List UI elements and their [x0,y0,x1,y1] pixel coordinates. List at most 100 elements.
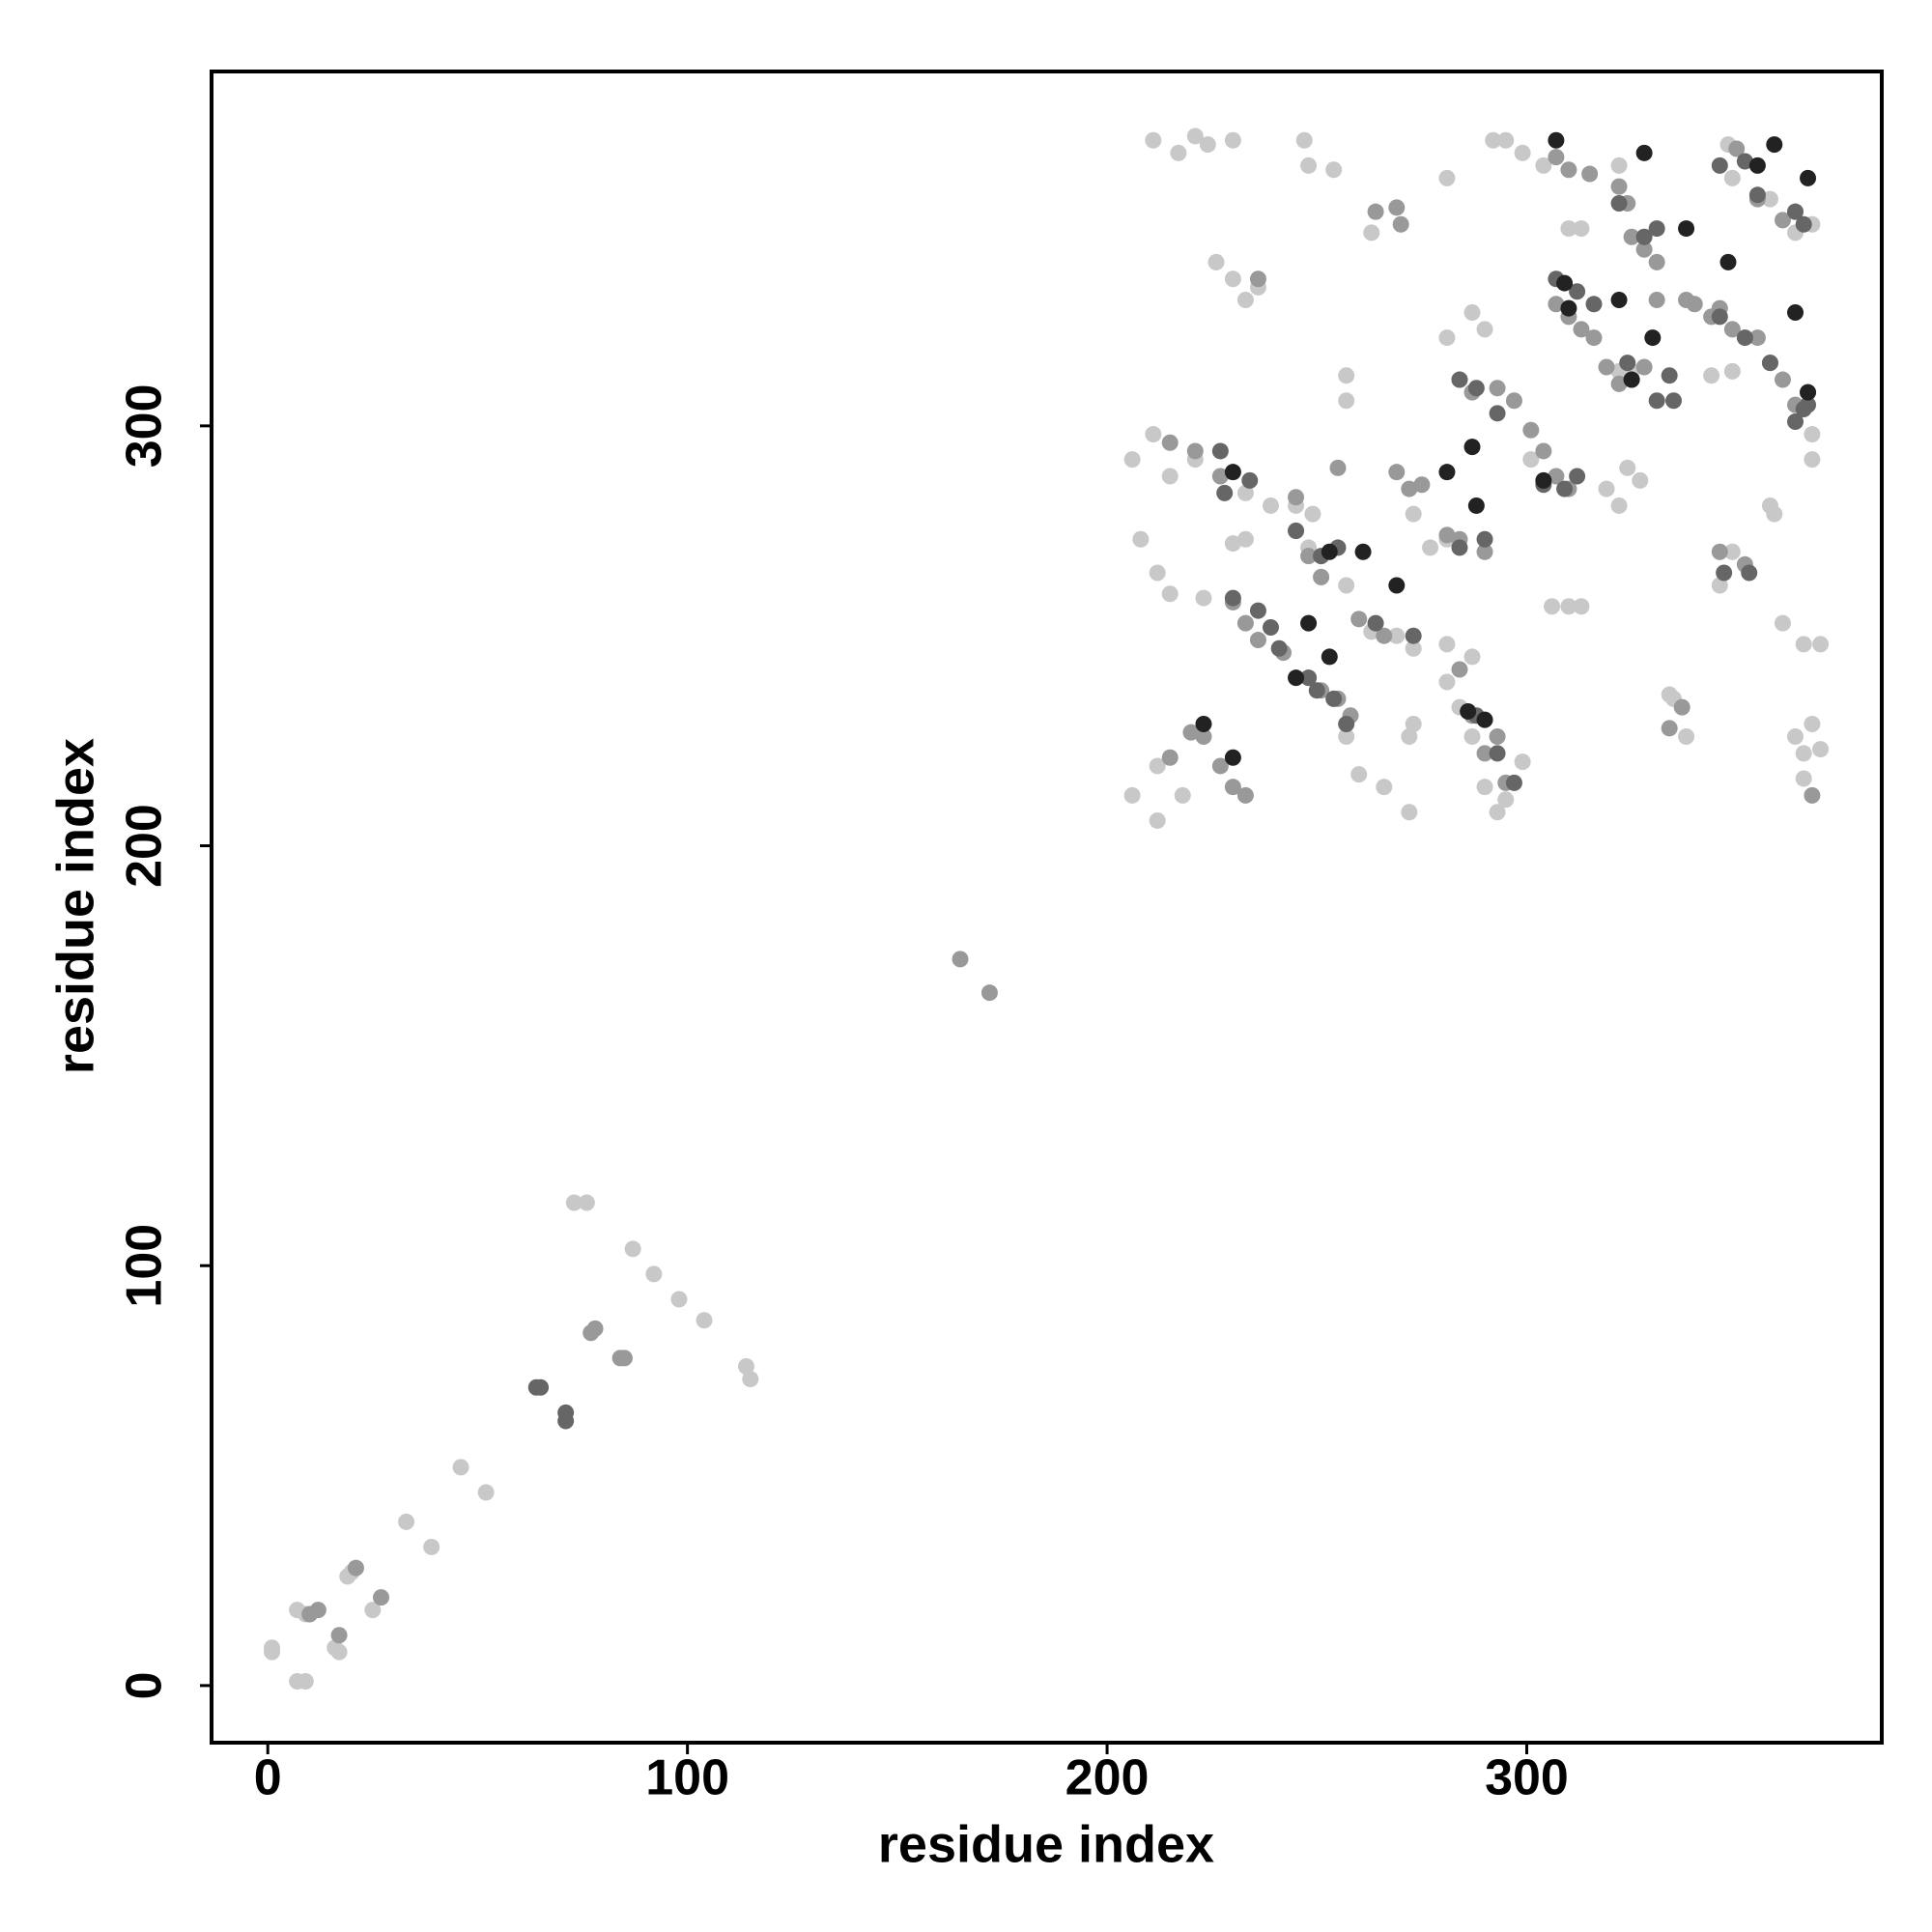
point [1619,459,1636,476]
point [1610,194,1628,212]
point [1711,543,1728,560]
point [1581,165,1599,183]
point [1325,690,1343,707]
point [1199,136,1216,154]
point [1711,308,1728,326]
point [1556,480,1574,497]
point [1800,169,1817,186]
point [1438,526,1456,544]
point [1661,367,1678,384]
point [1195,728,1212,746]
point [1548,296,1565,313]
point [1313,568,1330,585]
point [1544,598,1561,615]
point [1338,367,1355,384]
point [1216,484,1234,501]
point [1467,497,1485,514]
point [1648,220,1665,238]
point [1350,766,1368,783]
point [1123,786,1141,804]
point [670,1291,688,1308]
point [952,951,969,968]
point [1405,627,1422,644]
point [1514,753,1531,771]
point [1145,131,1162,149]
point [1149,811,1166,829]
point [624,1240,641,1258]
point [1673,698,1690,716]
point [1489,745,1506,762]
point [330,1627,348,1644]
point [1186,442,1204,460]
y-axis-title: residue index [46,738,104,1074]
point [1338,715,1355,732]
point [1774,614,1791,632]
point [1623,371,1640,388]
point [1489,728,1506,746]
point [1661,686,1678,703]
point [1363,224,1380,242]
point [1623,228,1640,245]
point [1476,530,1493,548]
point [737,1358,754,1376]
point [1505,774,1522,791]
point [1224,270,1241,288]
point [1632,471,1649,489]
point [1211,468,1229,485]
point [1300,614,1318,632]
x-tick-label: 0 [254,1750,282,1806]
y-tick-label: 100 [117,1224,173,1308]
point [1405,639,1422,657]
point [1149,564,1166,582]
point [1224,535,1241,553]
point [1304,505,1321,523]
point [1463,648,1481,666]
point [1703,367,1720,384]
point [1741,564,1758,582]
point [1224,464,1241,481]
point [1648,253,1665,270]
point [578,1194,595,1211]
point [1535,156,1552,174]
point [1787,304,1804,322]
point [1405,505,1422,523]
point [1728,140,1746,157]
point [1123,451,1141,469]
point [1560,299,1577,317]
point [1761,355,1778,372]
point [1325,161,1343,179]
point [1288,669,1305,687]
y-tick-label: 0 [117,1671,173,1699]
point [1766,136,1783,154]
point [1350,611,1368,628]
point [1451,539,1468,556]
point [1288,489,1305,506]
x-axis-title: residue index [878,1815,1214,1873]
point [1476,543,1493,560]
point [1262,619,1279,637]
point [1354,543,1372,560]
point [1635,358,1653,376]
point [1497,131,1515,149]
point [1132,530,1150,548]
point [1300,156,1318,174]
point [1262,497,1279,514]
point [1367,203,1384,220]
plot-frame [210,70,1884,1745]
point [1438,636,1456,653]
point [1598,358,1615,376]
point [1585,329,1603,347]
point [1678,728,1695,746]
point [1711,156,1728,174]
point [1485,131,1502,149]
point [297,1673,314,1690]
point [1610,156,1628,174]
point [1249,270,1266,288]
x-tick-label: 200 [1065,1750,1150,1806]
point [1610,291,1628,308]
point [1535,442,1552,460]
point [1438,329,1456,347]
point [1748,156,1766,174]
point [264,1639,281,1657]
